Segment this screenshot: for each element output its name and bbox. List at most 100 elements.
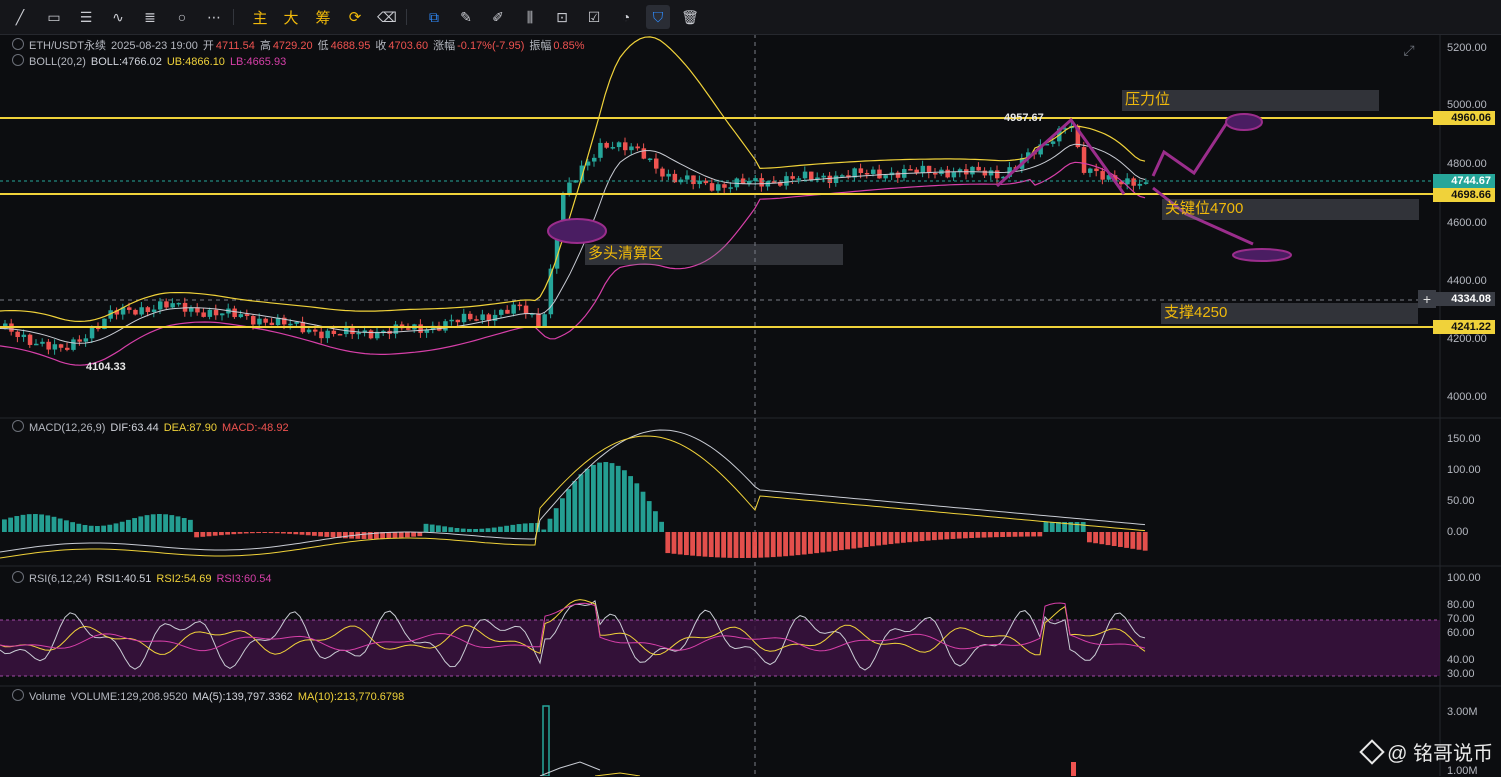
measure-icon[interactable]: ◔ — [621, 9, 631, 25]
candle-body — [21, 334, 27, 338]
key-price-tag: 4698.66 — [1433, 188, 1495, 202]
macd-histogram-bar — [690, 532, 695, 556]
candle-body — [65, 347, 70, 350]
macd-histogram-bar — [981, 532, 987, 538]
rsi-series — [0, 599, 1146, 671]
candle-body — [697, 180, 702, 185]
candle-body — [1026, 152, 1031, 159]
macd-histogram-bar — [640, 491, 646, 532]
candle-body — [170, 303, 175, 308]
eye-icon[interactable] — [12, 38, 24, 50]
liquidation-zone[interactable]: 多头清算区 — [585, 244, 843, 265]
macd-histogram-bar — [702, 532, 708, 557]
more-icon[interactable]: ⋯ — [207, 8, 221, 25]
macd-histogram-bar — [1093, 532, 1098, 544]
candle-body — [908, 169, 913, 171]
candle-body — [542, 314, 547, 327]
candle-body — [536, 313, 541, 327]
candle-body — [294, 321, 299, 324]
trash-icon[interactable]: 🗑 — [681, 8, 699, 25]
macd-histogram-bar — [57, 518, 63, 532]
macd-histogram-bar — [504, 525, 509, 532]
key-level-zone[interactable]: 关键位4700 — [1162, 199, 1419, 220]
macd-histogram-bar — [355, 532, 361, 539]
candle-body — [933, 173, 938, 175]
note-icon[interactable]: ☑ — [587, 8, 601, 25]
volume-ma5-line — [539, 761, 601, 776]
lock-icon[interactable]: ⊡ — [556, 8, 568, 25]
settings-icon[interactable] — [12, 420, 24, 432]
rectangle-icon[interactable]: ▭ — [47, 8, 61, 25]
candle-body — [592, 157, 597, 162]
candle-body — [424, 329, 430, 333]
candle-body — [46, 341, 51, 350]
macd-histogram-bar — [454, 528, 460, 532]
fib-icon[interactable]: ≣ — [144, 8, 156, 25]
candle-body — [1143, 182, 1149, 184]
settings-icon[interactable] — [12, 689, 24, 701]
candle-body — [1063, 128, 1068, 130]
filter-icon[interactable]: ⛉ — [646, 5, 670, 29]
main-chart-button[interactable]: 主 — [252, 9, 268, 27]
candle-body — [753, 178, 758, 181]
bars-icon[interactable]: ⫼ — [526, 8, 534, 25]
candle-body — [951, 172, 957, 178]
candle-body — [207, 309, 213, 317]
candle-body — [728, 187, 733, 189]
settings-icon[interactable] — [12, 54, 24, 66]
rsi3-line — [0, 602, 1146, 652]
big-order-button[interactable]: 大 — [283, 9, 299, 27]
candle-body — [71, 339, 76, 350]
macd-histogram-bar — [262, 532, 268, 534]
macd-histogram-bar — [200, 532, 206, 537]
candle-body — [443, 321, 448, 331]
macd-histogram-bar — [423, 523, 429, 532]
wave-icon[interactable]: ∿ — [112, 8, 124, 25]
trend-line-icon[interactable]: ╱ — [15, 8, 25, 25]
candle-body — [561, 193, 566, 235]
macd-histogram-bar — [1105, 532, 1111, 546]
macd-histogram-bar — [250, 532, 255, 534]
add-alert-button[interactable]: + — [1418, 290, 1436, 308]
candle-body — [269, 322, 275, 326]
fullscreen-icon[interactable]: ⤢ — [1403, 41, 1415, 58]
macd-histogram-bar — [380, 532, 385, 539]
eraser-icon[interactable]: ⌫ — [377, 8, 397, 25]
macd-histogram-bar — [324, 532, 330, 537]
resistance-zone[interactable]: 压力位 — [1122, 90, 1379, 111]
price-axis-label: 4000.00 — [1447, 391, 1487, 403]
macd-histogram-bar — [181, 518, 187, 532]
circle-icon[interactable]: ○ — [177, 9, 187, 25]
candle-body — [201, 312, 206, 317]
candle-body — [821, 175, 826, 178]
macd-axis-label: 50.00 — [1447, 495, 1475, 507]
macd-histogram-bar — [888, 532, 894, 545]
low-mark: 4104.33 — [86, 361, 126, 373]
refresh-icon[interactable]: ⟳ — [348, 9, 362, 26]
horizontal-lines-icon[interactable]: ☰ — [79, 8, 93, 25]
macd-histogram-bar — [659, 521, 664, 532]
support-zone[interactable]: 支撑4250 — [1161, 303, 1418, 324]
candle-body — [15, 331, 20, 338]
candle-body — [988, 170, 994, 176]
volume-ma10-line — [594, 772, 641, 776]
settings-icon[interactable] — [12, 571, 24, 583]
macd-histogram-bar — [789, 532, 795, 556]
macd-histogram-bar — [398, 532, 404, 538]
ruler-icon[interactable]: ✎ — [460, 8, 472, 25]
candle-body — [840, 175, 845, 177]
magnet-icon[interactable]: ✐ — [492, 8, 504, 25]
macd-histogram-bar — [547, 518, 553, 532]
chips-button[interactable]: 筹 — [315, 9, 331, 27]
candle-body — [920, 165, 926, 173]
candle-body — [480, 314, 485, 321]
candle-body — [1137, 183, 1143, 186]
candle-body — [257, 318, 262, 325]
macd-histogram-bar — [361, 532, 367, 539]
candle-body — [678, 179, 684, 183]
candle-body — [189, 307, 194, 312]
macd-histogram-bar — [1006, 532, 1012, 537]
copy-icon[interactable]: ⧉ — [429, 8, 439, 25]
candle-body — [356, 332, 361, 335]
